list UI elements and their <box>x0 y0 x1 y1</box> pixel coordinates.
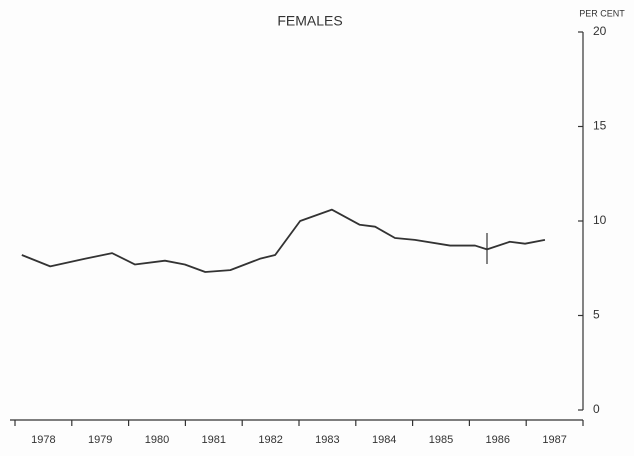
x-tick-label: 1978 <box>31 434 55 446</box>
y-tick-label: 15 <box>593 119 607 133</box>
x-tick-label: 1981 <box>202 434 226 446</box>
x-tick-label: 1986 <box>486 434 510 446</box>
y-tick-label: 10 <box>593 213 607 227</box>
x-tick-label: 1985 <box>429 434 453 446</box>
data-line <box>21 208 546 273</box>
y-tick-label: 0 <box>593 402 600 416</box>
x-tick-label: 1983 <box>315 434 339 446</box>
x-tick-label: 1984 <box>372 434 396 446</box>
x-tick-label: 1987 <box>542 434 566 446</box>
y-tick-label: 5 <box>593 308 600 322</box>
y-axis-label: PER CENT <box>579 8 625 18</box>
x-tick-label: 1980 <box>145 434 169 446</box>
y-tick-label: 20 <box>593 24 607 38</box>
x-tick-label: 1979 <box>88 434 112 446</box>
x-tick-label: 1982 <box>258 434 282 446</box>
chart-title: FEMALES <box>277 13 342 29</box>
